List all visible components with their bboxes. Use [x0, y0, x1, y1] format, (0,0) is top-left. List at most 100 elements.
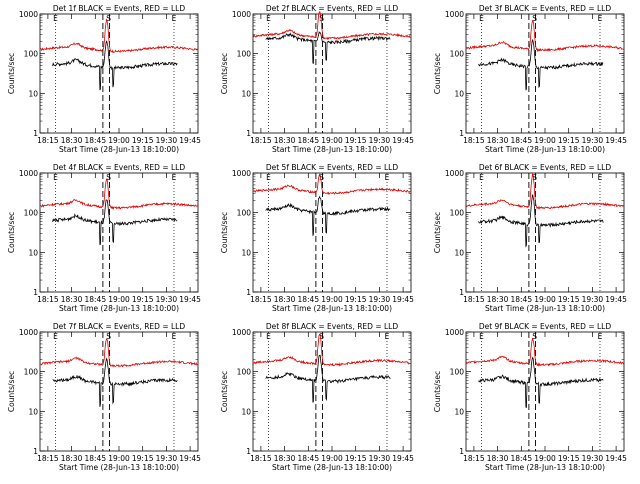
x-tick-label: 19:45 — [179, 454, 201, 463]
plot-frame — [39, 172, 199, 293]
lld-series-line — [253, 11, 411, 40]
x-tick-label: 18:45 — [297, 454, 319, 463]
x-tick-label: 19:30 — [156, 136, 178, 145]
x-tick-label: 18:45 — [297, 136, 319, 145]
plot-frame — [252, 172, 412, 293]
x-tick-label: 19:15 — [558, 136, 580, 145]
x-tick-label: 18:45 — [84, 295, 106, 304]
panel-title: Det 1f BLACK = Events, RED = LLD — [53, 4, 186, 13]
y-tick-label: 1000 — [445, 10, 464, 19]
y-tick-label: 1 — [246, 129, 251, 138]
event-marker-label: E — [598, 173, 603, 182]
detector-panel: Det 2f BLACK = Events, RED = LLD 1 10 100 10… — [220, 4, 414, 154]
x-tick-label: 19:15 — [345, 295, 367, 304]
x-tick-label: 19:30 — [369, 295, 391, 304]
y-tick-label: 1000 — [19, 10, 38, 19]
y-axis-label: Counts/sec — [433, 53, 442, 94]
x-axis-label: Start Time (28-Jun-13 18:10:00) — [272, 304, 392, 313]
panel-title: Det 2f BLACK = Events, RED = LLD — [266, 4, 399, 13]
x-tick-label: 19:00 — [108, 136, 130, 145]
plot-frame — [252, 13, 412, 134]
lld-series-line — [253, 333, 411, 367]
y-tick-label: 1000 — [232, 328, 251, 337]
detector-panel: Det 4f BLACK = Events, RED = LLD 1 10 100 10… — [7, 163, 201, 313]
lld-series-line — [40, 338, 198, 368]
y-axis-label: Counts/sec — [433, 212, 442, 253]
y-tick-label: 1000 — [19, 328, 38, 337]
x-tick-label: 19:30 — [582, 454, 604, 463]
x-axis-label: Start Time (28-Jun-13 18:10:00) — [59, 145, 179, 154]
y-tick-label: 100 — [237, 50, 252, 59]
x-tick-label: 19:45 — [605, 136, 627, 145]
y-tick-label: 1 — [33, 129, 38, 138]
x-tick-label: 18:15 — [250, 295, 272, 304]
x-tick-label: 18:30 — [487, 136, 509, 145]
detector-panel: Det 3f BLACK = Events, RED = LLD 1 10 100 10… — [433, 4, 627, 154]
x-tick-label: 19:00 — [321, 136, 343, 145]
lld-series-line — [253, 173, 411, 195]
x-tick-label: 18:45 — [510, 454, 532, 463]
x-tick-label: 19:30 — [369, 136, 391, 145]
y-tick-label: 10 — [454, 407, 464, 416]
event-marker-label: E — [53, 173, 58, 182]
x-tick-label: 18:15 — [250, 454, 272, 463]
event-marker-label: S — [319, 14, 324, 23]
y-tick-label: 1000 — [232, 169, 251, 178]
events-series-line — [478, 194, 604, 248]
x-tick-label: 19:00 — [321, 295, 343, 304]
y-tick-label: 10 — [454, 89, 464, 98]
y-axis-label: Counts/sec — [7, 371, 16, 412]
x-tick-label: 19:00 — [108, 295, 130, 304]
plot-frame — [252, 331, 412, 452]
event-marker-label: E — [479, 173, 484, 182]
event-marker-label: E — [385, 173, 390, 182]
y-axis-label: Counts/sec — [7, 212, 16, 253]
events-series-line — [52, 199, 178, 246]
x-tick-label: 19:45 — [392, 136, 414, 145]
y-tick-label: 100 — [237, 368, 252, 377]
x-tick-label: 19:45 — [605, 295, 627, 304]
y-axis-label: Counts/sec — [433, 371, 442, 412]
panel-title: Det 4f BLACK = Events, RED = LLD — [53, 163, 186, 172]
x-tick-label: 18:30 — [274, 454, 296, 463]
y-axis-label: Counts/sec — [220, 53, 229, 94]
event-marker-label: E — [479, 332, 484, 341]
events-series-line — [265, 354, 391, 403]
x-tick-label: 18:45 — [510, 136, 532, 145]
y-tick-label: 100 — [450, 209, 465, 218]
x-tick-label: 19:00 — [108, 454, 130, 463]
event-marker-label: E — [53, 14, 58, 23]
events-series-line — [478, 38, 604, 91]
x-tick-label: 19:00 — [534, 454, 556, 463]
y-tick-label: 10 — [454, 248, 464, 257]
x-tick-label: 19:15 — [345, 454, 367, 463]
x-axis-label: Start Time (28-Jun-13 18:10:00) — [59, 463, 179, 472]
y-tick-label: 1000 — [445, 169, 464, 178]
x-tick-label: 18:15 — [37, 454, 59, 463]
x-tick-label: 19:30 — [156, 454, 178, 463]
x-tick-label: 18:15 — [463, 136, 485, 145]
panel-title: Det 8f BLACK = Events, RED = LLD — [266, 322, 399, 331]
y-tick-label: 1 — [459, 288, 464, 297]
y-tick-label: 1 — [246, 447, 251, 456]
y-axis-label: Counts/sec — [220, 212, 229, 253]
event-marker-label: E — [172, 14, 177, 23]
x-tick-label: 18:30 — [487, 454, 509, 463]
y-tick-label: 100 — [450, 50, 465, 59]
event-marker-label: E — [53, 332, 58, 341]
x-tick-label: 19:15 — [558, 295, 580, 304]
x-tick-label: 18:30 — [274, 295, 296, 304]
event-marker-label: S — [106, 14, 111, 23]
events-series-line — [265, 195, 391, 236]
y-tick-label: 100 — [237, 209, 252, 218]
x-tick-label: 19:15 — [132, 454, 154, 463]
x-axis-label: Start Time (28-Jun-13 18:10:00) — [59, 304, 179, 313]
detector-panel: Det 1f BLACK = Events, RED = LLD 1 10 100 10… — [7, 4, 201, 154]
x-tick-label: 19:00 — [534, 295, 556, 304]
lld-series-line — [40, 18, 198, 53]
x-tick-label: 18:15 — [250, 136, 272, 145]
x-tick-label: 18:15 — [37, 295, 59, 304]
y-tick-label: 10 — [28, 248, 38, 257]
plot-frame — [465, 172, 625, 293]
events-series-line — [52, 40, 178, 91]
